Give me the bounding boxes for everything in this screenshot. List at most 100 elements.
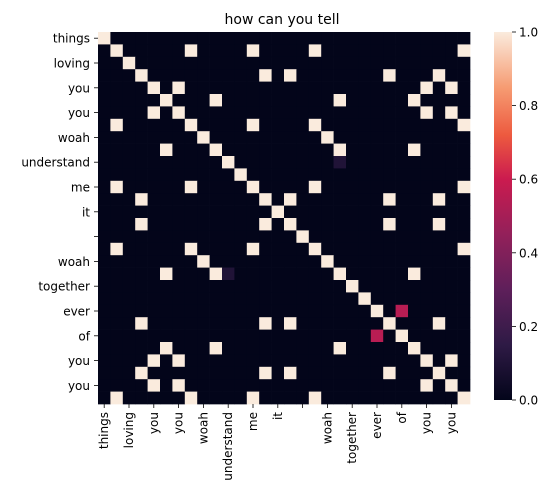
heatmap-cell [370,118,384,132]
heatmap-cell [383,180,396,194]
heatmap-cell [346,317,359,330]
heatmap-cell [457,242,471,256]
heatmap-cell [333,304,347,318]
heatmap-cell [98,131,111,144]
heatmap-cell [246,168,260,182]
heatmap-cell [271,379,285,392]
heatmap-cell [246,56,260,70]
heatmap-cell [432,32,446,45]
heatmap-cell [408,81,421,95]
heatmap-cell [197,255,210,268]
heatmap-cell [395,106,409,120]
heatmap-cell [234,391,248,405]
heatmap-cell [308,131,322,144]
heatmap-cell [135,218,148,231]
heatmap-cell [172,267,186,281]
heatmap-cell [308,69,322,82]
heatmap-cell [184,354,198,368]
heatmap-cell [333,255,347,268]
heatmap-cell [445,267,458,281]
heatmap-cell [321,131,334,144]
heatmap-cell [395,69,409,82]
heatmap-cell [135,342,148,355]
heatmap-cell [271,230,285,244]
heatmap-cell [383,193,396,206]
heatmap-cell [222,342,235,355]
y-tick-label: it [82,205,90,219]
heatmap-cell [383,131,396,144]
heatmap-cell [172,94,186,107]
heatmap-cell [160,44,173,58]
heatmap-cell [135,391,148,405]
heatmap-cell [457,56,471,70]
heatmap-cell [296,329,310,343]
heatmap-cell [333,131,347,144]
heatmap-cell [432,205,446,219]
heatmap-cell [457,143,471,157]
heatmap-cell [184,106,198,120]
heatmap-cell [135,156,148,169]
heatmap-cell [209,205,223,219]
heatmap-cell [160,106,173,120]
heatmap-cell [110,317,124,330]
heatmap-cell [197,193,210,206]
heatmap-cell [296,379,310,392]
heatmap-cell [346,168,359,182]
heatmap-cell [284,354,297,368]
heatmap-cell [308,255,322,268]
heatmap-cell [160,267,173,281]
heatmap-cell [172,118,186,132]
heatmap-cell [209,44,223,58]
heatmap-cell [147,69,161,82]
heatmap-cell [209,280,223,293]
heatmap-cell [321,168,334,182]
heatmap-cell [172,329,186,343]
heatmap-cell [370,379,384,392]
heatmap-cell [98,106,111,120]
heatmap-cell [197,218,210,231]
heatmap-cell [122,106,136,120]
heatmap-cell [358,180,372,194]
heatmap-cell [333,156,347,169]
heatmap-cell [110,131,124,144]
heatmap-cell [234,118,248,132]
heatmap-cell [110,81,124,95]
heatmap-cell [408,156,421,169]
heatmap-cell [445,118,458,132]
heatmap-cell [271,342,285,355]
heatmap-cell [209,391,223,405]
heatmap-cell [197,304,210,318]
heatmap-cell [122,143,136,157]
heatmap-cell [383,81,396,95]
heatmap-cell [420,242,434,256]
heatmap-cell [432,255,446,268]
heatmap-cell [457,180,471,194]
heatmap-cell [358,44,372,58]
heatmap-cell [333,143,347,157]
heatmap-cell [184,205,198,219]
heatmap-cell [408,143,421,157]
heatmap-cell [234,168,248,182]
heatmap-cell [147,391,161,405]
heatmap-cell [209,69,223,82]
heatmap-cell [457,354,471,368]
y-axis: things loving you you woah understand me it woah… [21,32,98,393]
heatmap-cell [308,44,322,58]
heatmap-cell [308,267,322,281]
heatmap-cell [184,366,198,380]
heatmap-cell [184,156,198,169]
heatmap-cell [420,69,434,82]
heatmap-cell [172,131,186,144]
heatmap-cell [457,205,471,219]
heatmap-cell [122,354,136,368]
heatmap-cell [370,180,384,194]
heatmap-cell [184,292,198,306]
heatmap-cell [98,242,111,256]
heatmap-cell [246,81,260,95]
heatmap-cell [234,143,248,157]
heatmap-cell [432,379,446,392]
heatmap-cell [222,366,235,380]
colorbar-tick-label: 1.0 [519,26,538,40]
heatmap-cell [432,143,446,157]
heatmap-cell [246,106,260,120]
